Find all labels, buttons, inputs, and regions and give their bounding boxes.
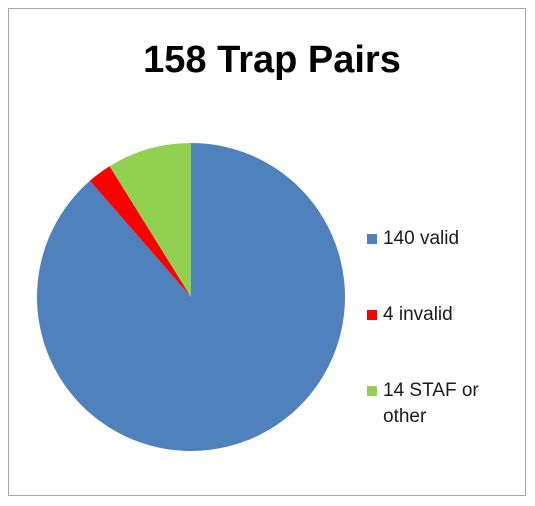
pie-slice [89,166,191,297]
chart-title: 158 Trap Pairs [143,39,401,81]
legend-label: 4 invalid [383,304,453,325]
legend-item: 14 STAF or other [367,378,497,430]
legend-swatch [367,310,377,320]
legend-label: 140 valid [383,228,460,249]
legend-swatch [367,234,377,244]
pie-slice [37,143,346,451]
legend-label: 14 STAF or other [383,380,479,427]
legend-item: 4 invalid [367,302,497,328]
legend-swatch [367,386,377,396]
legend-item: 140 valid [367,226,497,252]
pie-slice [109,143,191,297]
